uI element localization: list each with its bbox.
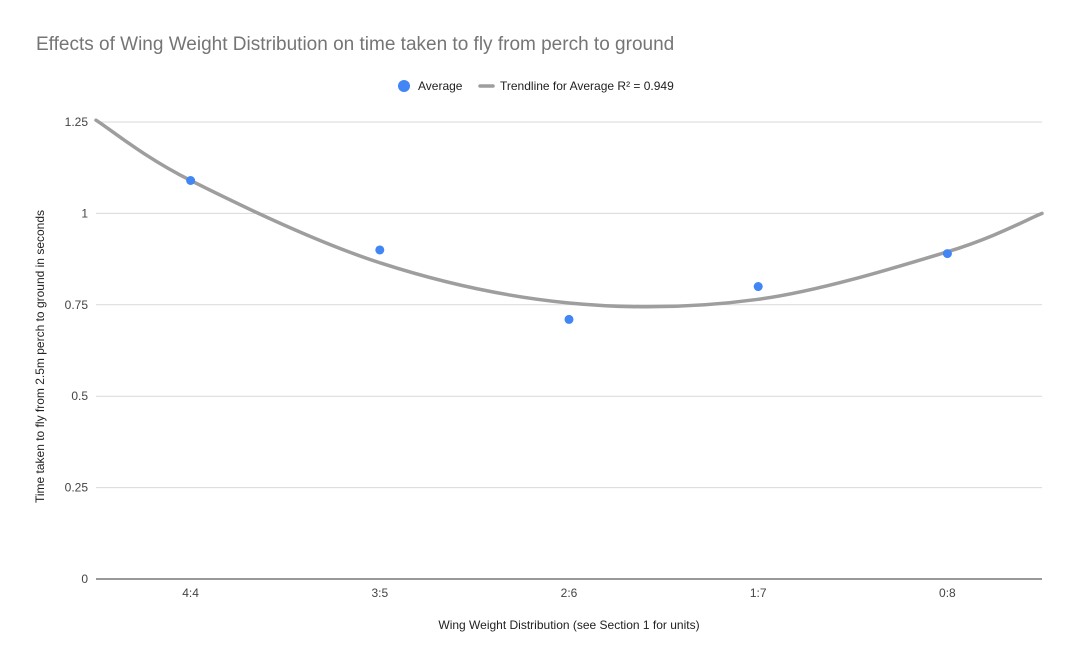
- y-tick-label: 0.75: [65, 298, 89, 312]
- y-tick-label: 0.5: [71, 389, 88, 403]
- points-layer: [186, 175, 952, 324]
- y-tick-label: 0.25: [65, 481, 89, 495]
- trendline-layer: [94, 118, 1044, 309]
- x-axis-title: Wing Weight Distribution (see Section 1 …: [438, 618, 699, 632]
- x-tick-label: 2:6: [561, 586, 578, 600]
- x-tick-label: 1:7: [750, 586, 767, 600]
- y-tick-label: 0: [81, 572, 88, 586]
- data-point: [186, 175, 196, 185]
- y-tick-label: 1: [81, 206, 88, 220]
- x-tick-label: 3:5: [371, 586, 388, 600]
- axis-layer: 0 0.25 0.5 0.75 1 1.25 4:4 3:5 2:6 1:7 0:8 Wing Wei…: [33, 115, 1042, 632]
- data-point: [753, 282, 763, 292]
- chart-title: Effects of Wing Weight Distribution on t…: [36, 34, 675, 55]
- x-tick-label: 4:4: [182, 586, 199, 600]
- data-point: [564, 314, 574, 324]
- y-tick-label: 1.25: [65, 115, 89, 129]
- data-point: [942, 249, 952, 259]
- x-tick-label: 0:8: [939, 586, 956, 600]
- legend: Average Trendline for Average R² = 0.949: [398, 79, 674, 93]
- grid-layer: [96, 121, 1042, 489]
- y-axis-title: Time taken to fly from 2.5m perch to gro…: [33, 210, 47, 503]
- trendline-curve: [94, 118, 1044, 309]
- legend-label-trendline: Trendline for Average R² = 0.949: [500, 79, 674, 93]
- legend-marker-average: [398, 80, 410, 92]
- legend-label-average: Average: [418, 79, 463, 93]
- data-point: [375, 245, 385, 255]
